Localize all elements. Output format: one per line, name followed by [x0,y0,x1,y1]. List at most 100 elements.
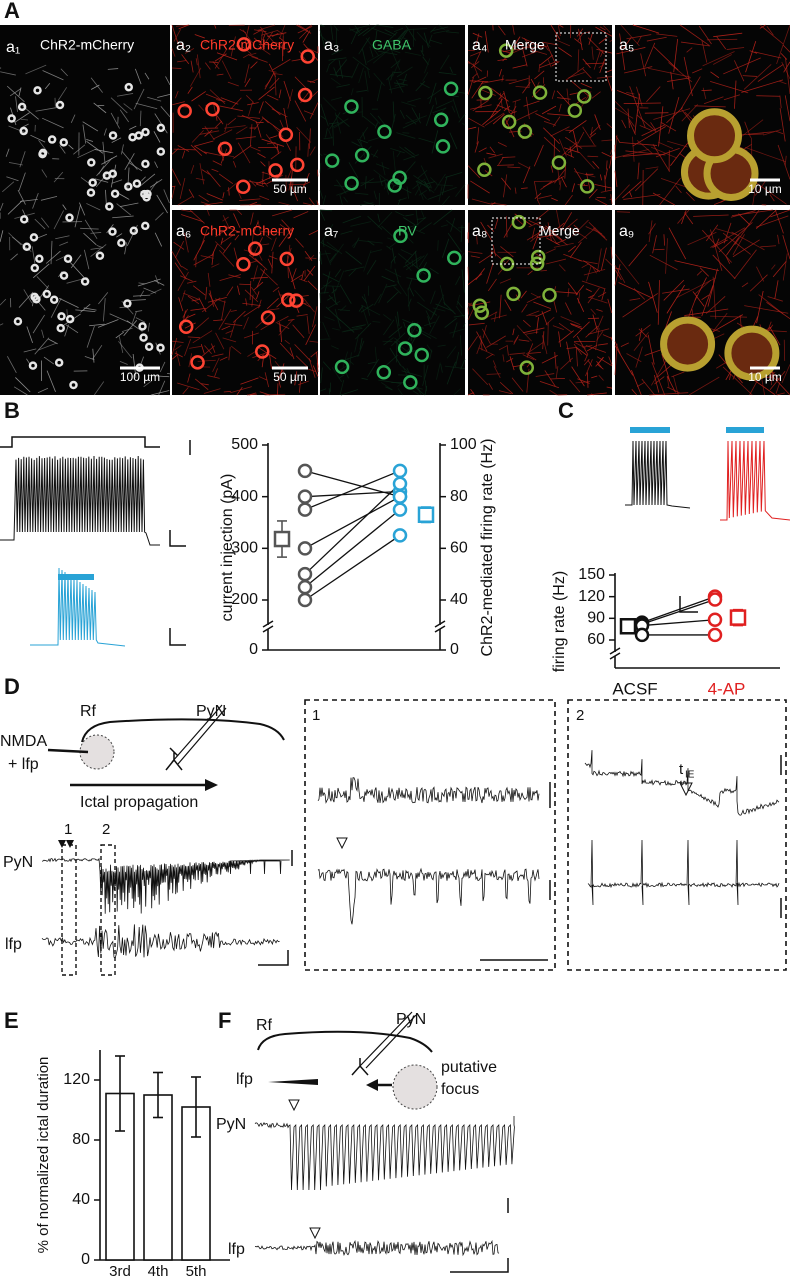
fiber [701,285,714,317]
fiber [398,44,413,50]
fiber [599,174,602,181]
fiber [541,335,548,355]
fiber [402,37,410,41]
tick-label: 60 [450,540,468,557]
fiber [571,80,590,97]
fiber [182,308,188,318]
fiber [184,338,192,357]
cell [19,215,29,224]
cell [511,214,527,230]
fiber [540,269,547,272]
fiber [220,233,235,244]
fiber [572,219,589,237]
fiber [131,311,137,325]
fiber [304,250,313,262]
fiber [228,187,230,196]
fiber [608,356,613,366]
fiber [295,238,304,248]
fiber [429,267,439,275]
fiber [391,247,396,264]
fiber [576,131,585,145]
fiber [248,101,254,117]
zoom-trace [587,839,780,906]
fiber [459,335,462,356]
fiber [744,121,751,138]
fiber [748,133,764,135]
fiber [665,238,668,274]
stain-label: ChR2-mCherry [40,37,134,53]
cell [433,112,449,128]
cell [56,323,65,333]
fiber [219,274,242,281]
cell [80,277,90,286]
cell [393,228,408,244]
fiber [386,354,399,366]
fiber [133,88,145,110]
fiber [356,28,363,34]
fiber [361,48,367,66]
fiber [383,180,389,190]
axis-break [434,620,446,628]
fiber [514,187,517,194]
image-label: a₈ [472,223,488,240]
fiber [782,44,790,53]
fiber [226,286,234,297]
fiber [360,202,374,206]
fiber [201,169,210,175]
fiber [387,41,389,51]
fiber [309,78,319,84]
fiber [195,254,197,268]
fiber [491,201,496,206]
fiber [550,165,554,173]
fiber [121,144,124,155]
fiber [284,339,290,345]
fiber [581,280,605,289]
cell [108,131,118,140]
fiber [359,337,363,350]
mean-marker [619,618,637,635]
fiber [626,91,635,95]
fiber [638,327,643,341]
fiber [696,270,702,276]
fiber [658,141,674,150]
cell [279,251,295,267]
fiber [73,144,86,155]
fiber [404,51,421,56]
fiber [560,316,581,325]
fiber [478,254,493,264]
fiber [70,114,76,123]
fiber [294,100,307,122]
fiber [188,353,193,368]
fiber [367,215,383,230]
fiber [123,320,138,336]
fiber [597,343,608,346]
fiber [186,313,196,319]
data-point [297,489,313,504]
cell [447,250,462,266]
fiber [641,124,665,137]
fiber [381,161,386,176]
fiber [178,297,184,312]
fiber [654,374,660,393]
fiber [561,141,578,157]
fiber [538,64,541,73]
fiber [184,48,195,54]
fiber [570,323,582,328]
fiber [200,255,214,259]
fiber [457,91,466,94]
fiber [604,168,608,180]
fiber [250,212,254,225]
fiber [370,249,382,253]
fiber [681,210,687,224]
fiber [609,149,613,155]
fiber [40,195,58,201]
fiber [616,47,646,55]
fiber [112,215,134,219]
fiber [248,54,259,59]
fiber [306,47,319,54]
cell [235,179,251,195]
fiber [469,80,489,83]
micrograph [171,24,319,206]
data-point [707,612,723,628]
fiber [2,181,15,193]
